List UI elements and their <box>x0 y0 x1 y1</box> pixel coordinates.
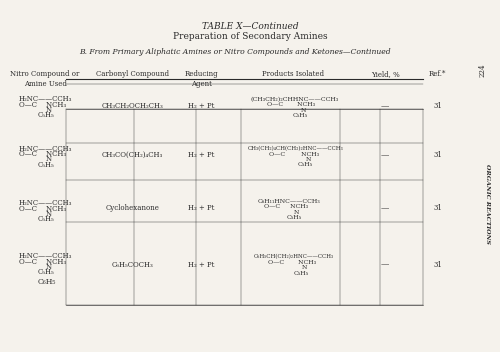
Text: C₅H₅: C₅H₅ <box>293 113 308 118</box>
Text: N: N <box>300 108 306 113</box>
Text: 31: 31 <box>433 261 442 269</box>
Text: H₂ + Pt: H₂ + Pt <box>188 151 214 159</box>
Text: N: N <box>46 210 52 218</box>
Text: Reducing
Agent: Reducing Agent <box>184 70 218 88</box>
Text: O—C    NCH₃: O—C NCH₃ <box>19 101 66 109</box>
Text: Yield, %: Yield, % <box>370 70 400 78</box>
Text: N: N <box>294 210 299 215</box>
Text: C₅H₅: C₅H₅ <box>38 161 55 169</box>
Text: Cyclohexanone: Cyclohexanone <box>106 205 160 212</box>
Text: C₆H₅CH(CH₂)₂HNC——CCH₃: C₆H₅CH(CH₂)₂HNC——CCH₃ <box>254 254 334 259</box>
Text: Ref.*: Ref.* <box>429 70 446 78</box>
Text: H₂NC——CCH₃: H₂NC——CCH₃ <box>18 199 72 207</box>
Text: N: N <box>46 156 52 163</box>
Text: —: — <box>381 102 389 110</box>
Text: N: N <box>306 157 310 162</box>
Text: —: — <box>381 261 389 269</box>
Text: O—C    NCH₃: O—C NCH₃ <box>19 205 66 213</box>
Text: O—C     NCH₃: O—C NCH₃ <box>264 205 308 209</box>
Text: H₂ + Pt: H₂ + Pt <box>188 261 214 269</box>
Text: Products Isolated: Products Isolated <box>262 70 324 78</box>
Text: H₂ + Pt: H₂ + Pt <box>188 205 214 212</box>
Text: Nitro Compound or
Amine Used: Nitro Compound or Amine Used <box>10 70 80 88</box>
Text: C₆H₅: C₆H₅ <box>38 278 56 285</box>
Text: CH₃(CH₂)₄CH(CH₂)₂HNC——CCH₃: CH₃(CH₂)₄CH(CH₂)₂HNC——CCH₃ <box>248 146 344 151</box>
Text: O—C       NCH₃: O—C NCH₃ <box>268 260 316 265</box>
Text: N: N <box>46 106 52 114</box>
Text: O—C    NCH₃: O—C NCH₃ <box>19 150 66 158</box>
Text: 31: 31 <box>433 205 442 212</box>
Text: C₆H₅COCH₃: C₆H₅COCH₃ <box>112 261 154 269</box>
Text: 31: 31 <box>433 151 442 159</box>
Text: 31: 31 <box>433 102 442 110</box>
Text: C₅H₅: C₅H₅ <box>38 112 55 119</box>
Text: CH₃CH₂OCH₂CH₃: CH₃CH₂OCH₂CH₃ <box>102 102 164 110</box>
Text: —: — <box>381 205 389 212</box>
Text: (CH₃CH₂)₂CHHNC——CCH₃: (CH₃CH₂)₂CHHNC——CCH₃ <box>251 97 339 102</box>
Text: C₅H₅: C₅H₅ <box>286 215 302 220</box>
Text: O—C       NCH₃: O—C NCH₃ <box>268 102 316 107</box>
Text: TABLE X—Continued: TABLE X—Continued <box>202 22 298 31</box>
Text: O—C        NCH₃: O—C NCH₃ <box>269 152 319 157</box>
Text: H₂NC——CCH₃: H₂NC——CCH₃ <box>18 145 72 152</box>
Text: B. From Primary Aliphatic Amines or Nitro Compounds and Ketones—Continued: B. From Primary Aliphatic Amines or Nitr… <box>79 48 391 56</box>
Text: C₅H₅: C₅H₅ <box>38 269 55 276</box>
Text: O—C    NCH₃: O—C NCH₃ <box>19 258 66 266</box>
Text: ORGANIC REACTIONS: ORGANIC REACTIONS <box>485 164 490 244</box>
Text: C₅H₅: C₅H₅ <box>38 215 55 223</box>
Text: C₅H₅: C₅H₅ <box>294 271 309 276</box>
Text: H₂ + Pt: H₂ + Pt <box>188 102 214 110</box>
Text: —: — <box>381 151 389 159</box>
Text: H₂NC——CCH₃: H₂NC——CCH₃ <box>18 252 72 260</box>
Text: CH₃CO(CH₂)₄CH₃: CH₃CO(CH₂)₄CH₃ <box>102 151 163 159</box>
Text: Carbonyl Compound: Carbonyl Compound <box>96 70 169 78</box>
Text: H₂NC——CCH₃: H₂NC——CCH₃ <box>18 95 72 103</box>
Text: N: N <box>302 265 306 270</box>
Text: Preparation of Secondary Amines: Preparation of Secondary Amines <box>172 32 328 42</box>
Text: 224: 224 <box>478 64 486 77</box>
Text: C₆H₁₁HNC——CCH₃: C₆H₁₁HNC——CCH₃ <box>258 199 320 204</box>
Text: N: N <box>46 263 52 271</box>
Text: C₅H₅: C₅H₅ <box>298 162 313 167</box>
